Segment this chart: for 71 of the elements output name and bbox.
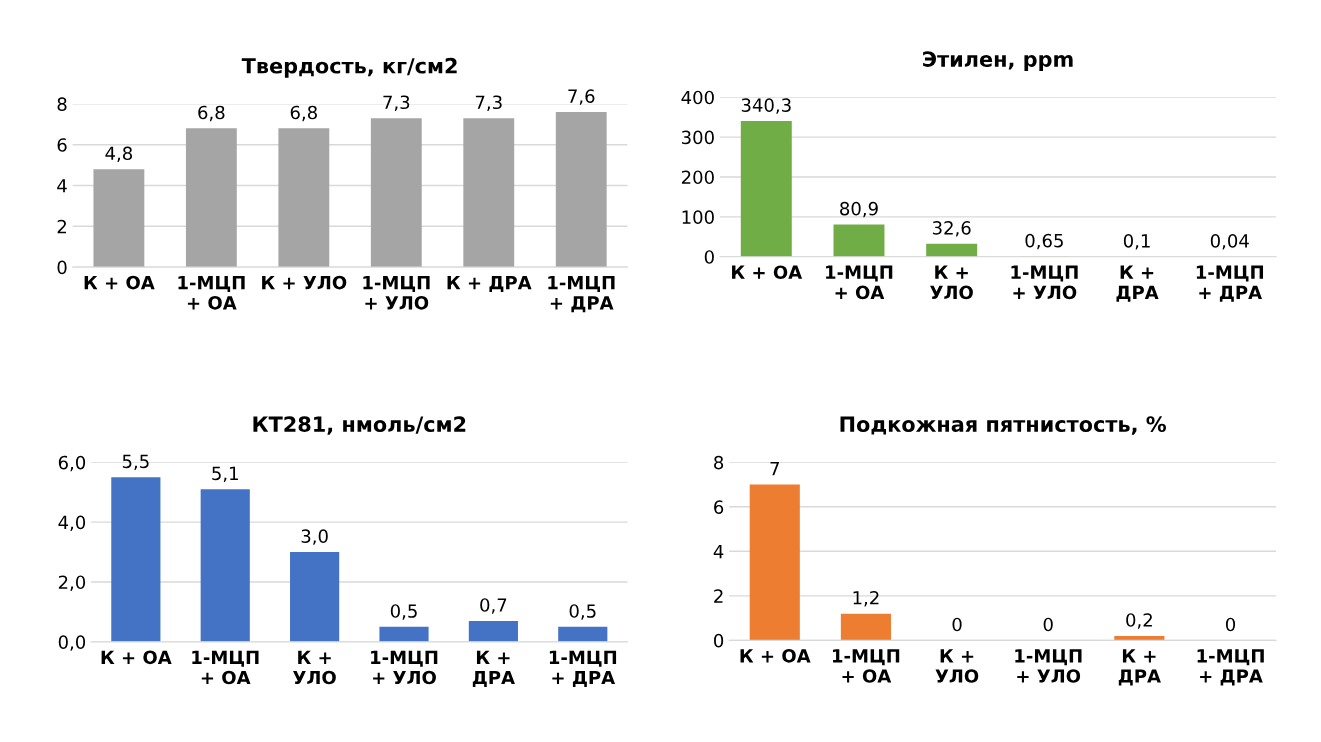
x-tick-label: К + УЛО	[935, 649, 979, 683]
x-tick-label: К + ОА	[740, 649, 811, 663]
x-tick-label: К + ДРА	[1116, 265, 1159, 302]
x-tick-label: 1-МЦП + ОА	[178, 276, 245, 310]
x-tick-label: К + ОА	[84, 275, 155, 290]
y-tick-label: 8	[57, 97, 67, 111]
data-label: 5,1	[212, 466, 238, 482]
y-tick-label: 6	[57, 138, 67, 152]
y-tick-label: 0,0	[58, 635, 86, 651]
data-label: 32,6	[932, 221, 971, 237]
y-tick-label: 2	[57, 219, 66, 234]
chart-title: Твердость, кг/см2	[241, 57, 457, 78]
x-tick-label: 1-МЦП + ОА	[833, 649, 900, 683]
x-tick-label: К + ОА	[732, 265, 803, 280]
data-label: 0,5	[569, 604, 596, 620]
data-label: 0,65	[1025, 233, 1063, 250]
x-tick-label: К + ОА	[101, 650, 172, 665]
y-tick-label: 8	[714, 455, 724, 470]
data-label: 0,5	[390, 604, 417, 620]
data-label: 6,8	[198, 105, 225, 122]
x-tick-label: 1-МЦП + УЛО	[371, 650, 438, 685]
data-label: 5,5	[122, 454, 149, 471]
x-tick-label: 1-МЦП + ОА	[192, 650, 259, 685]
data-label: 0	[1043, 617, 1053, 632]
chart-title: КТ281, нмоль/см2	[253, 416, 466, 435]
x-tick-label: К + ДРА	[447, 276, 532, 292]
data-label: 0	[952, 617, 962, 632]
x-tick-label: 1-МЦП + УЛО	[1011, 265, 1078, 300]
data-label: 0	[1225, 617, 1236, 632]
chart-title: Этилен, ppm	[923, 51, 1073, 71]
y-tick-label: 0	[704, 250, 714, 264]
data-label: 0,1	[1123, 233, 1150, 250]
y-tick-label: 2	[714, 589, 723, 603]
x-tick-label: 1-МЦП + УЛО	[1015, 649, 1082, 683]
y-tick-label: 300	[682, 130, 714, 145]
x-tick-label: 1-МЦП + ДРА	[548, 276, 615, 313]
x-tick-label: К + УЛО	[930, 265, 973, 300]
y-tick-label: 6	[714, 500, 724, 514]
y-tick-label: 4	[57, 179, 67, 193]
data-label: 80,9	[840, 201, 878, 218]
data-label: 0,04	[1210, 234, 1249, 250]
x-tick-label: К + ДРА	[1118, 649, 1161, 686]
y-tick-label: 0	[57, 260, 67, 275]
data-label: 1,2	[853, 590, 879, 607]
y-tick-label: 400	[681, 90, 714, 105]
data-label: 6,8	[290, 105, 317, 122]
x-tick-label: 1-МЦП + ДРА	[549, 650, 617, 687]
data-label: 7,3	[475, 95, 502, 111]
data-label: 4,8	[105, 146, 133, 162]
x-tick-label: 1-МЦП + УЛО	[363, 276, 430, 310]
x-tick-label: К + УЛО	[262, 275, 347, 290]
data-label: 7	[770, 462, 779, 476]
data-label: 340,3	[741, 98, 791, 114]
y-tick-label: 2,0	[58, 575, 86, 591]
x-tick-label: 1-МЦП + ДРА	[1197, 649, 1264, 686]
x-tick-label: 1-МЦП + ОА	[826, 265, 893, 300]
x-tick-label: К + УЛО	[293, 650, 336, 685]
x-tick-label: К + ДРА	[472, 650, 515, 687]
y-tick-label: 200	[681, 170, 714, 185]
y-tick-label: 0	[714, 633, 724, 648]
data-label: 7,3	[383, 95, 410, 111]
y-tick-label: 6,0	[58, 455, 86, 472]
x-tick-label: 1-МЦП + ДРА	[1196, 265, 1264, 302]
data-label: 3,0	[301, 529, 328, 545]
data-label: 7,6	[568, 89, 595, 105]
y-tick-label: 4,0	[58, 515, 86, 532]
chart-title: Подкожная пятнистость, %	[840, 416, 1166, 435]
data-label: 0,7	[480, 598, 507, 614]
data-label: 0,2	[1126, 613, 1152, 629]
y-tick-label: 4	[713, 545, 724, 559]
y-tick-label: 100	[682, 210, 714, 224]
